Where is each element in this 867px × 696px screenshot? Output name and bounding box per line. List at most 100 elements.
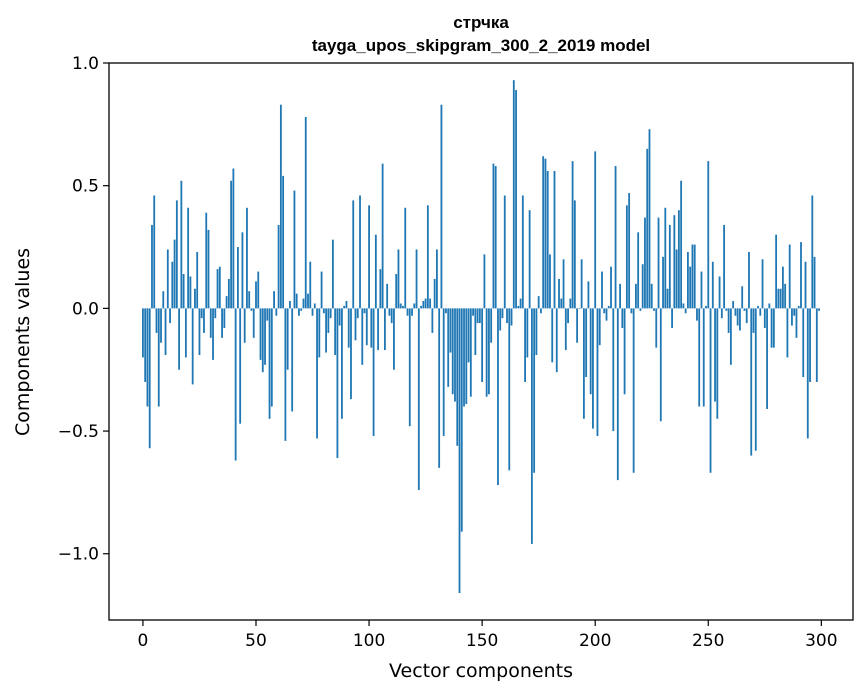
bar bbox=[718, 276, 721, 309]
bar bbox=[331, 239, 334, 309]
bar bbox=[804, 261, 807, 309]
bar bbox=[352, 200, 355, 309]
bar bbox=[336, 308, 339, 459]
bar bbox=[582, 308, 585, 419]
bar bbox=[293, 190, 296, 309]
bar bbox=[264, 308, 266, 365]
bar bbox=[406, 308, 409, 316]
bar bbox=[727, 308, 730, 333]
bar bbox=[458, 308, 461, 593]
bar bbox=[205, 212, 208, 309]
bar bbox=[797, 305, 800, 309]
bar bbox=[476, 308, 479, 324]
y-axis-ticks: 1.0 0.5 0.0 −0.5 −1.0 bbox=[58, 54, 109, 565]
bar bbox=[182, 274, 185, 309]
bar bbox=[621, 308, 624, 328]
bar bbox=[616, 308, 619, 481]
bar bbox=[148, 308, 151, 449]
bar bbox=[723, 224, 726, 309]
bar bbox=[399, 303, 402, 309]
bar bbox=[741, 286, 744, 309]
bar bbox=[207, 229, 210, 309]
bar bbox=[571, 161, 574, 309]
bar bbox=[175, 200, 178, 309]
bar bbox=[164, 308, 167, 355]
bar bbox=[564, 308, 567, 351]
bar bbox=[809, 308, 811, 382]
x-tick-label: 100 bbox=[353, 631, 385, 651]
bar bbox=[490, 308, 493, 343]
bar bbox=[151, 224, 153, 309]
bar bbox=[578, 308, 581, 309]
bar bbox=[612, 308, 615, 432]
bar bbox=[356, 308, 359, 319]
x-tick-label: 300 bbox=[805, 631, 837, 651]
bar bbox=[237, 247, 239, 309]
bar bbox=[720, 308, 723, 319]
bar bbox=[791, 308, 793, 326]
bar bbox=[544, 158, 547, 309]
bar bbox=[302, 298, 305, 309]
bar bbox=[515, 89, 517, 309]
bar bbox=[729, 308, 732, 365]
bar bbox=[374, 234, 377, 309]
bar bbox=[533, 308, 536, 473]
bar bbox=[576, 308, 579, 343]
bar bbox=[404, 207, 407, 309]
bar bbox=[417, 308, 420, 490]
bar bbox=[596, 308, 599, 436]
bar bbox=[542, 156, 545, 309]
bar bbox=[793, 308, 796, 316]
bar bbox=[598, 308, 601, 346]
bar bbox=[365, 308, 368, 346]
bar bbox=[334, 308, 337, 355]
bar bbox=[429, 298, 432, 309]
bar bbox=[212, 308, 214, 360]
bar bbox=[257, 271, 260, 309]
bar bbox=[146, 308, 149, 407]
bar bbox=[469, 308, 472, 397]
bar bbox=[268, 308, 271, 419]
bar bbox=[569, 298, 572, 309]
bar bbox=[813, 256, 816, 309]
bar bbox=[521, 195, 524, 309]
bar bbox=[680, 180, 683, 309]
bar bbox=[196, 251, 199, 309]
bar bbox=[528, 210, 531, 309]
bar bbox=[320, 271, 323, 309]
bar bbox=[415, 249, 418, 309]
bar bbox=[153, 195, 156, 309]
bar bbox=[512, 80, 515, 309]
bar bbox=[481, 308, 484, 382]
bar bbox=[241, 232, 244, 309]
y-tick-label: 0.5 bbox=[72, 177, 99, 197]
bar bbox=[763, 308, 766, 328]
bar bbox=[230, 180, 233, 309]
bar bbox=[447, 308, 450, 387]
bar bbox=[329, 308, 332, 319]
bar bbox=[585, 308, 588, 378]
bar bbox=[800, 242, 802, 309]
bar bbox=[259, 308, 262, 360]
bar bbox=[766, 308, 768, 409]
bar bbox=[696, 308, 698, 321]
bar bbox=[386, 283, 389, 309]
bar bbox=[318, 308, 321, 358]
bar bbox=[413, 303, 416, 309]
bar bbox=[372, 308, 375, 436]
bar bbox=[748, 251, 750, 309]
bar bbox=[379, 269, 382, 309]
bar bbox=[759, 308, 762, 316]
bar bbox=[605, 308, 608, 321]
bar bbox=[289, 301, 291, 309]
bar bbox=[255, 281, 257, 309]
bar bbox=[655, 308, 658, 348]
bar bbox=[273, 291, 275, 309]
bar bbox=[194, 288, 196, 309]
bar bbox=[673, 215, 676, 309]
bar bbox=[635, 283, 637, 309]
bar bbox=[313, 303, 316, 309]
bar bbox=[227, 278, 230, 309]
bar bbox=[739, 308, 741, 331]
